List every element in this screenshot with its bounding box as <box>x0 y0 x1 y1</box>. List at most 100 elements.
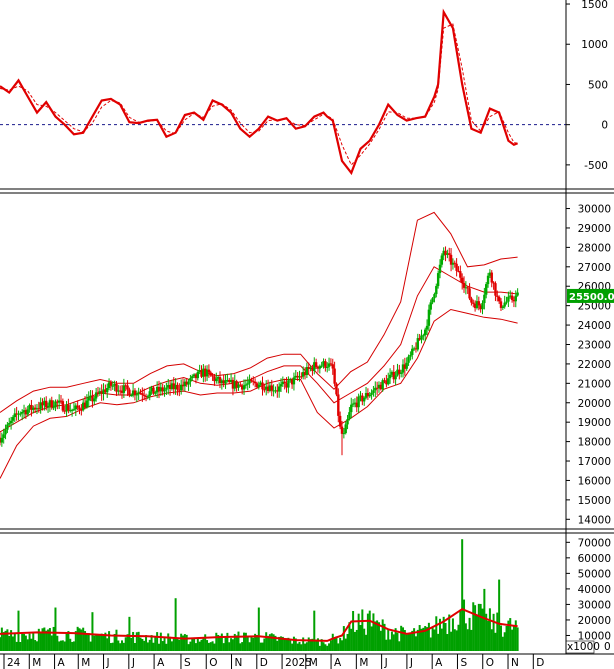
candle-body <box>398 369 401 374</box>
candle-body <box>253 381 257 384</box>
candle-body <box>124 385 127 387</box>
x-axis-label: J <box>409 657 413 669</box>
volume-bar <box>261 642 264 651</box>
candle-body <box>368 394 371 397</box>
candle-body <box>130 395 133 397</box>
volume-tick-label: 20000 <box>578 615 611 627</box>
candle-body <box>351 403 355 405</box>
volume-bar <box>418 625 421 651</box>
candle-body <box>514 295 517 302</box>
volume-bar <box>176 638 179 651</box>
volume-bar <box>41 628 44 651</box>
candle-body <box>155 386 159 393</box>
volume-bar <box>357 613 360 651</box>
volume-bar <box>494 632 497 651</box>
price-tick-label: 19000 <box>578 417 611 429</box>
volume-bar <box>407 633 410 651</box>
volume-bar <box>209 642 212 651</box>
volume-bar <box>0 627 3 651</box>
volume-bar <box>298 641 301 651</box>
volume-bar <box>455 630 458 651</box>
candle-body <box>460 277 464 283</box>
volume-bar <box>268 634 271 651</box>
candle-body <box>113 383 116 386</box>
volume-bar <box>0 637 1 651</box>
volume-bar <box>468 617 471 651</box>
volume-bar <box>265 632 268 651</box>
volume-bar <box>248 642 251 651</box>
volume-bar <box>344 638 347 651</box>
candle-body <box>501 306 505 308</box>
candle-body <box>131 390 135 396</box>
volume-tick-label: 50000 <box>578 568 611 580</box>
volume-bar <box>307 637 310 651</box>
candle-body <box>8 423 11 425</box>
volume-bar <box>30 638 33 651</box>
volume-bar <box>289 639 292 651</box>
volume-bar <box>483 588 486 651</box>
volume-panel: 70000 60000 50000 40000 30000 20000 10000 <box>0 537 611 654</box>
candle-body <box>477 301 481 306</box>
volume-bar <box>58 641 61 651</box>
candle-body <box>309 367 312 369</box>
volume-bar <box>250 637 253 651</box>
candle-body <box>252 381 255 383</box>
candle-body <box>257 384 261 388</box>
volume-bar <box>183 634 186 651</box>
volume-bar <box>499 625 502 651</box>
volume-bar <box>106 638 109 651</box>
volume-bar <box>170 641 173 651</box>
volume-bar <box>133 642 136 651</box>
candle-body <box>399 372 403 374</box>
volume-bar <box>405 634 408 651</box>
candle-body <box>337 394 340 416</box>
volume-bar <box>420 628 423 651</box>
candle-body <box>409 355 412 357</box>
candle-body <box>248 379 251 384</box>
price-tick-label: 24000 <box>578 320 611 332</box>
candle-body <box>442 250 445 256</box>
candle-body <box>357 396 360 408</box>
volume-bar <box>132 631 135 651</box>
volume-bar <box>246 635 249 651</box>
volume-bar <box>263 638 266 651</box>
volume-bar <box>479 603 482 651</box>
candle-body <box>287 380 290 388</box>
candle-body <box>26 409 29 415</box>
volume-tick-label: 40000 <box>578 584 611 596</box>
volume-bar <box>285 638 288 651</box>
volume-bar <box>19 641 22 651</box>
volume-bar <box>96 635 99 651</box>
candle-body <box>411 348 414 356</box>
price-tick-label: 21000 <box>578 378 611 390</box>
candle-body <box>294 375 297 378</box>
candle-body <box>239 384 242 386</box>
volume-bar <box>215 632 218 651</box>
price-tick-label: 25000 <box>578 301 611 313</box>
candle-body <box>301 372 305 377</box>
volume-bar <box>157 643 160 651</box>
volume-bar <box>394 628 397 651</box>
candle-body <box>135 394 139 396</box>
volume-bar <box>437 633 440 651</box>
candle-body <box>340 426 344 434</box>
candle-body <box>115 383 118 392</box>
candle-body <box>418 338 421 340</box>
candle-body <box>512 299 516 302</box>
volume-bar <box>82 627 85 651</box>
candle-body <box>394 375 397 380</box>
candle-body <box>148 391 151 397</box>
volume-bar <box>350 628 353 651</box>
candle-body <box>505 301 508 303</box>
volume-bar <box>376 620 379 651</box>
volume-bar <box>424 626 427 651</box>
volume-bar <box>231 639 234 651</box>
volume-bar <box>442 616 445 651</box>
candle-body <box>43 400 46 406</box>
volume-bar <box>292 636 295 651</box>
volume-bar <box>453 629 456 651</box>
volume-bar <box>353 631 356 651</box>
volume-bar <box>331 633 334 651</box>
candle-body <box>322 361 325 366</box>
candle-body <box>37 408 41 410</box>
